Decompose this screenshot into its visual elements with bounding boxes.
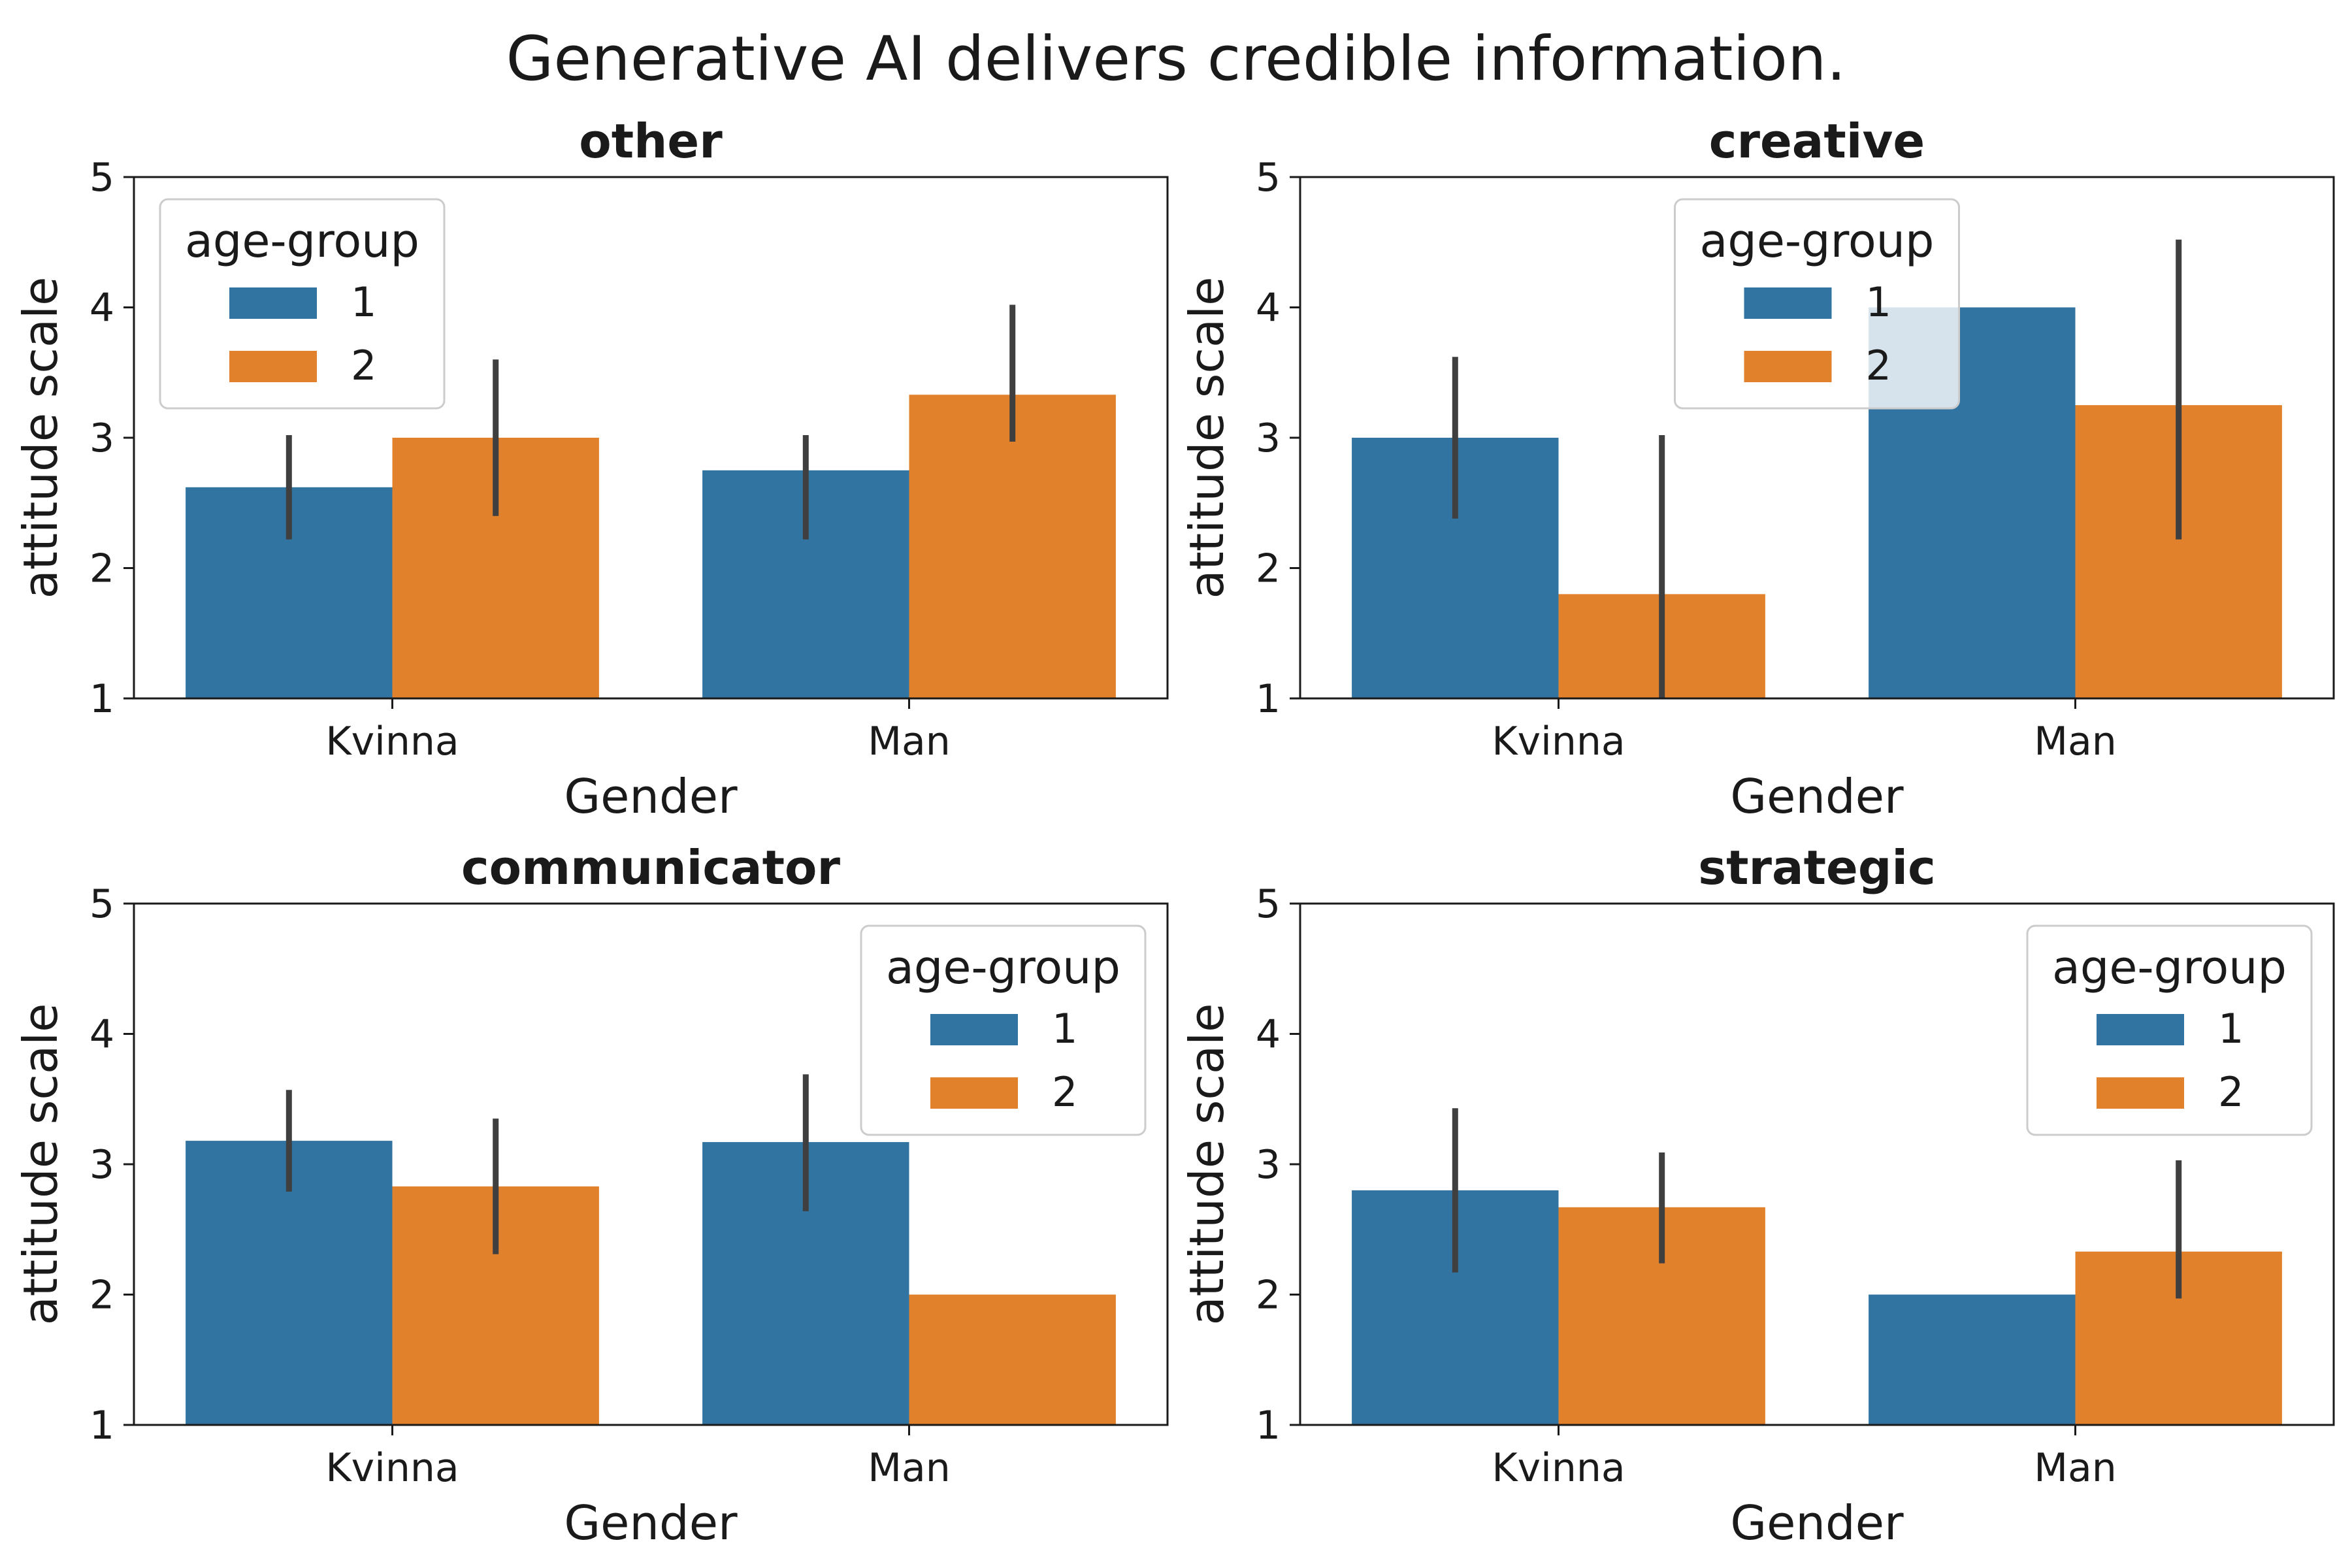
subplot-title: strategic (1698, 840, 1936, 895)
y-tick-label: 3 (90, 416, 114, 461)
y-tick-label: 1 (1256, 1403, 1281, 1448)
legend-label-1: 1 (1052, 1005, 1077, 1053)
legend-swatch-1 (930, 1014, 1018, 1045)
legend-swatch-1 (229, 287, 317, 319)
x-axis-label: Gender (1730, 1495, 1904, 1550)
legend: age-group 1 2 (860, 924, 1147, 1136)
y-tick-label: 2 (90, 546, 114, 592)
y-tick-label: 2 (1256, 546, 1281, 592)
legend-swatch-1 (1744, 287, 1832, 319)
y-tick-label: 2 (90, 1273, 114, 1318)
legend-swatch-2 (1744, 351, 1832, 382)
y-axis-label: attitude scale (1179, 1004, 1234, 1326)
y-tick-label: 5 (90, 155, 114, 201)
axes-frame (1299, 176, 2335, 700)
y-axis-label: attitude scale (1179, 277, 1234, 599)
x-tick-label: Man (2034, 719, 2117, 764)
x-tick-label: Kvinna (1492, 1445, 1625, 1491)
subplot-communicator: Kvinna Man 1 2 3 4 5 communicator Gender attitude… (13, 840, 1169, 1550)
x-axis-label: Gender (1730, 769, 1904, 824)
y-tick-label: 4 (90, 286, 114, 331)
x-tick-label: Man (868, 719, 951, 764)
y-tick-label: 4 (90, 1012, 114, 1058)
legend-label-1: 1 (351, 278, 376, 326)
legend-label-1: 1 (1866, 278, 1891, 326)
axes-frame (133, 176, 1169, 700)
legend-title: age-group (185, 214, 419, 268)
bar-strategic-Man-age-1 (1869, 1294, 2076, 1425)
y-tick-label: 3 (1256, 416, 1281, 461)
subplot-other: Kvinna Man 1 2 3 4 5 other Gender attitude scale a… (13, 114, 1169, 824)
y-tick-label: 4 (1256, 286, 1281, 331)
x-axis-label: Gender (564, 1495, 738, 1550)
axes-frame (1299, 902, 2335, 1426)
legend-label-2: 2 (1052, 1068, 1077, 1116)
y-tick-label: 5 (90, 881, 114, 927)
y-tick-label: 5 (1256, 155, 1281, 201)
legend: age-group 1 2 (159, 198, 446, 410)
x-tick-label: Kvinna (325, 1445, 459, 1491)
legend-swatch-2 (930, 1077, 1018, 1109)
x-tick-label: Man (868, 1445, 951, 1491)
legend-swatch-2 (2097, 1077, 2184, 1109)
subplot-title: other (579, 114, 723, 169)
y-tick-label: 1 (90, 676, 114, 722)
legend-title: age-group (886, 941, 1120, 994)
subplot-title: creative (1709, 114, 1925, 169)
x-axis-label: Gender (564, 769, 738, 824)
x-tick-label: Man (2034, 1445, 2117, 1491)
legend-swatch-1 (2097, 1014, 2184, 1045)
axes-frame (133, 902, 1169, 1426)
y-axis-label: attitude scale (13, 1004, 68, 1326)
bar-communicator-Man-age-2 (909, 1294, 1116, 1425)
y-tick-label: 1 (90, 1403, 114, 1448)
y-tick-label: 2 (1256, 1273, 1281, 1318)
bar-other-Man-age-2 (909, 395, 1116, 698)
y-axis-label: attitude scale (13, 277, 68, 599)
x-tick-label: Kvinna (1492, 719, 1625, 764)
subplot-title: communicator (461, 840, 841, 895)
legend-label-2: 2 (2218, 1068, 2244, 1116)
legend-swatch-2 (229, 351, 317, 382)
legend-title: age-group (2052, 941, 2287, 994)
legend-label-2: 2 (1866, 342, 1891, 389)
y-tick-label: 3 (1256, 1142, 1281, 1188)
subplot-strategic: Kvinna Man 1 2 3 4 5 strategic Gender attitude sc… (1179, 840, 2335, 1550)
legend-title: age-group (1700, 214, 1935, 268)
y-tick-label: 3 (90, 1142, 114, 1188)
subplot-creative: Kvinna Man 1 2 3 4 5 creative Gender attitude sca… (1179, 114, 2335, 824)
legend: age-group 1 2 (1674, 198, 1960, 410)
figure-title: Generative AI delivers credible informat… (506, 24, 1846, 95)
legend-label-2: 2 (351, 342, 376, 389)
legend-label-1: 1 (2218, 1005, 2244, 1053)
y-tick-label: 1 (1256, 676, 1281, 722)
y-tick-label: 5 (1256, 881, 1281, 927)
y-tick-label: 4 (1256, 1012, 1281, 1058)
legend: age-group 1 2 (2026, 924, 2313, 1136)
x-tick-label: Kvinna (325, 719, 459, 764)
